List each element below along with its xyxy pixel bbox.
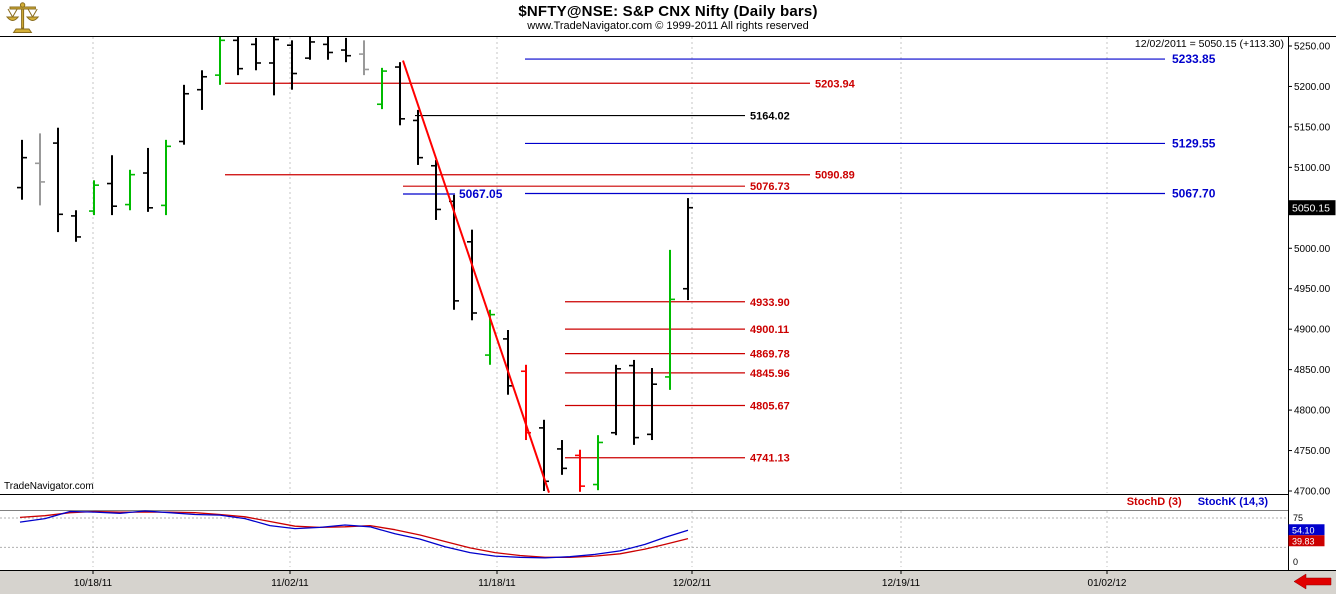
- price-level-label: 5129.55: [1172, 136, 1216, 150]
- y-axis-tick-label: 4900.00: [1294, 325, 1331, 336]
- y-axis-tick-label: 4850.00: [1294, 365, 1331, 376]
- price-level-label: 5067.05: [459, 187, 503, 201]
- down-trendline: [402, 60, 550, 493]
- chart-header: $NFTY@NSE: S&P CNX Nifty (Daily bars) ww…: [0, 0, 1336, 36]
- x-axis-date-label: 11/02/11: [271, 578, 309, 589]
- scales-logo-svg: [5, 2, 40, 33]
- logo-right-pan: [25, 16, 40, 21]
- stochk-legend-label[interactable]: StochK (14,3): [1197, 496, 1268, 508]
- price-level-label: 4741.13: [750, 453, 790, 465]
- stoch-k-value-badge: [1288, 524, 1325, 536]
- scroll-left-arrow-icon[interactable]: [1293, 573, 1332, 590]
- price-level-label: 4805.67: [750, 401, 790, 413]
- y-axis-tick-label: 5200.00: [1294, 82, 1331, 93]
- scales-logo-icon: [5, 1, 41, 35]
- chart-title: $NFTY@NSE: S&P CNX Nifty (Daily bars): [518, 3, 818, 20]
- price-level-label: 4845.96: [750, 368, 790, 380]
- y-axis-tick-label: 4800.00: [1294, 406, 1331, 417]
- y-axis-tick-label: 4950.00: [1294, 284, 1331, 295]
- stoch-scale-label: 0: [1293, 557, 1298, 567]
- stoch-k-line: [19, 510, 689, 559]
- date-axis-background: [0, 570, 1336, 594]
- stoch-k-value-label: 54.10: [1292, 525, 1315, 535]
- indicator-pane-background: [0, 494, 1288, 570]
- last-price-badge-label: 5050.15: [1292, 203, 1330, 215]
- x-axis-date-label: 11/18/11: [478, 578, 516, 589]
- indicator-legend: StochD (3) StochK (14,3): [1127, 496, 1268, 508]
- x-axis-date-label: 01/02/12: [1088, 578, 1127, 589]
- y-axis-tick-label: 5150.00: [1294, 122, 1331, 133]
- stoch-d-value-badge: [1288, 535, 1325, 547]
- price-level-label: 5076.73: [750, 181, 790, 193]
- copyright-line: www.TradeNavigator.com © 1999-2011 All r…: [527, 20, 809, 32]
- last-price-badge: [1288, 200, 1336, 216]
- price-level-label: 5203.94: [815, 78, 856, 90]
- price-plot-area[interactable]: [17, 36, 1165, 493]
- logo-base: [12, 28, 33, 33]
- y-axis-tick-label: 5100.00: [1294, 163, 1331, 174]
- price-level-label: 5090.89: [815, 170, 855, 182]
- y-axis-tick-label: 5000.00: [1294, 244, 1331, 255]
- y-axis-tick-label: 4750.00: [1294, 446, 1331, 457]
- price-level-label: 4933.90: [750, 297, 790, 309]
- watermark-text: TradeNavigator.com: [4, 481, 94, 492]
- last-quote-info: 12/02/2011 = 5050.15 (+113.30): [1134, 38, 1284, 50]
- logo-left-pan: [5, 16, 20, 21]
- stoch-scale-label: 75: [1293, 513, 1303, 523]
- price-level-label: 5233.85: [1172, 52, 1216, 66]
- stochd-legend-label[interactable]: StochD (3): [1126, 496, 1182, 508]
- price-level-label: 4900.11: [750, 324, 789, 336]
- x-axis-date-label: 12/19/11: [882, 578, 921, 589]
- y-axis-tick-label: 5250.00: [1294, 42, 1331, 53]
- y-axis-tick-label: 4700.00: [1294, 486, 1331, 497]
- price-axis-background: [1288, 36, 1336, 570]
- logo-top-knob: [19, 2, 26, 8]
- price-level-label: 4869.78: [750, 349, 790, 361]
- stoch-d-value-label: 39.83: [1292, 536, 1315, 546]
- x-axis-date-label: 12/02/11: [673, 578, 712, 589]
- price-level-label: 5164.02: [750, 111, 790, 123]
- x-axis-date-label: 10/18/11: [74, 578, 113, 589]
- price-pane-background: [0, 36, 1288, 494]
- price-level-label: 5067.70: [1172, 186, 1216, 200]
